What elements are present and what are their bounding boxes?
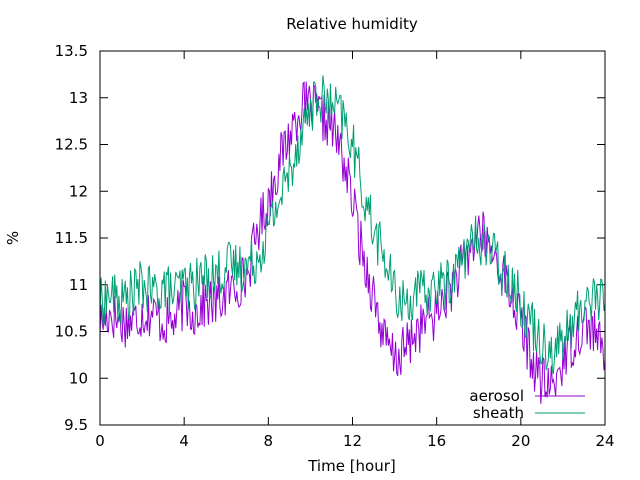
y-tick-label: 12 <box>69 182 88 200</box>
legend-label-aerosol: aerosol <box>469 387 524 405</box>
y-tick-label: 13.5 <box>55 42 88 60</box>
y-tick-label: 9.5 <box>64 416 88 434</box>
series-lines <box>99 75 606 404</box>
y-tick-label: 12.5 <box>55 136 88 154</box>
series-line-aerosol <box>99 81 606 404</box>
y-tick-label: 11.5 <box>55 229 88 247</box>
y-tick-label: 10.5 <box>55 323 88 341</box>
x-axis-label: Time [hour] <box>307 457 396 475</box>
legend-label-sheath: sheath <box>473 404 524 422</box>
y-axis-label: % <box>4 231 22 245</box>
series-line-sheath <box>99 75 606 374</box>
chart-title: Relative humidity <box>286 15 418 33</box>
x-tick-label: 8 <box>264 432 274 450</box>
x-tick-label: 12 <box>343 432 362 450</box>
y-tick-label: 11 <box>69 276 88 294</box>
plot-frame <box>99 50 606 426</box>
y-tick-label: 13 <box>69 89 88 107</box>
x-tick-label: 20 <box>511 432 530 450</box>
y-tick-label: 10 <box>69 369 88 387</box>
x-tick-label: 16 <box>427 432 446 450</box>
x-tick-label: 24 <box>595 432 614 450</box>
x-tick-label: 4 <box>179 432 189 450</box>
x-tick-label: 0 <box>95 432 105 450</box>
